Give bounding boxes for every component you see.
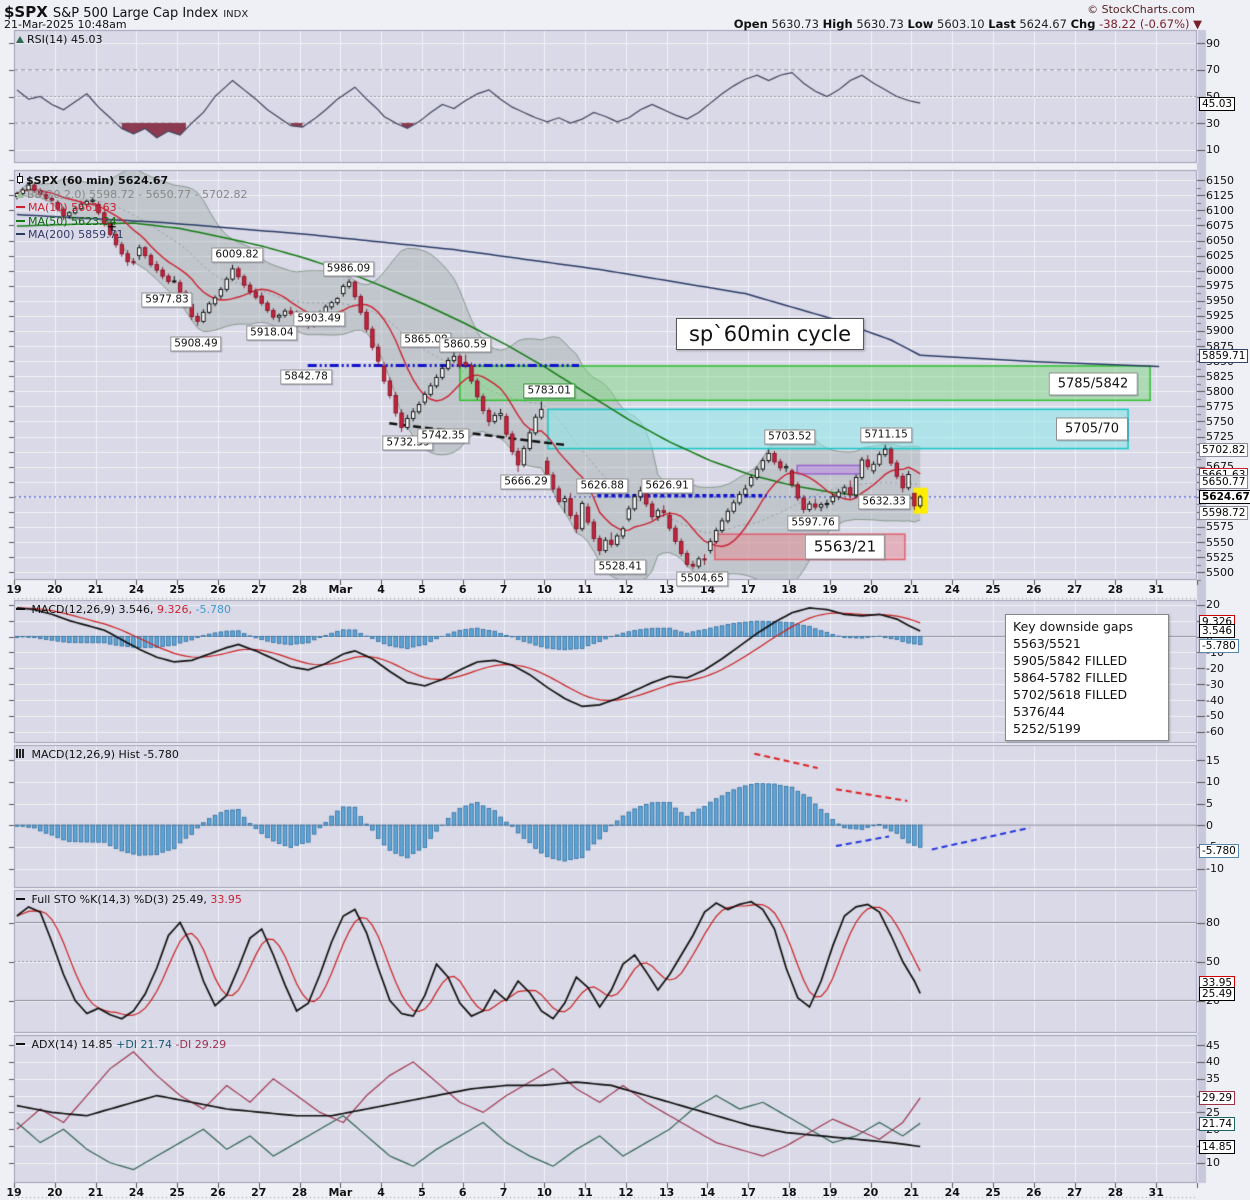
- chg-dropdown-icon[interactable]: ▼: [1193, 17, 1202, 31]
